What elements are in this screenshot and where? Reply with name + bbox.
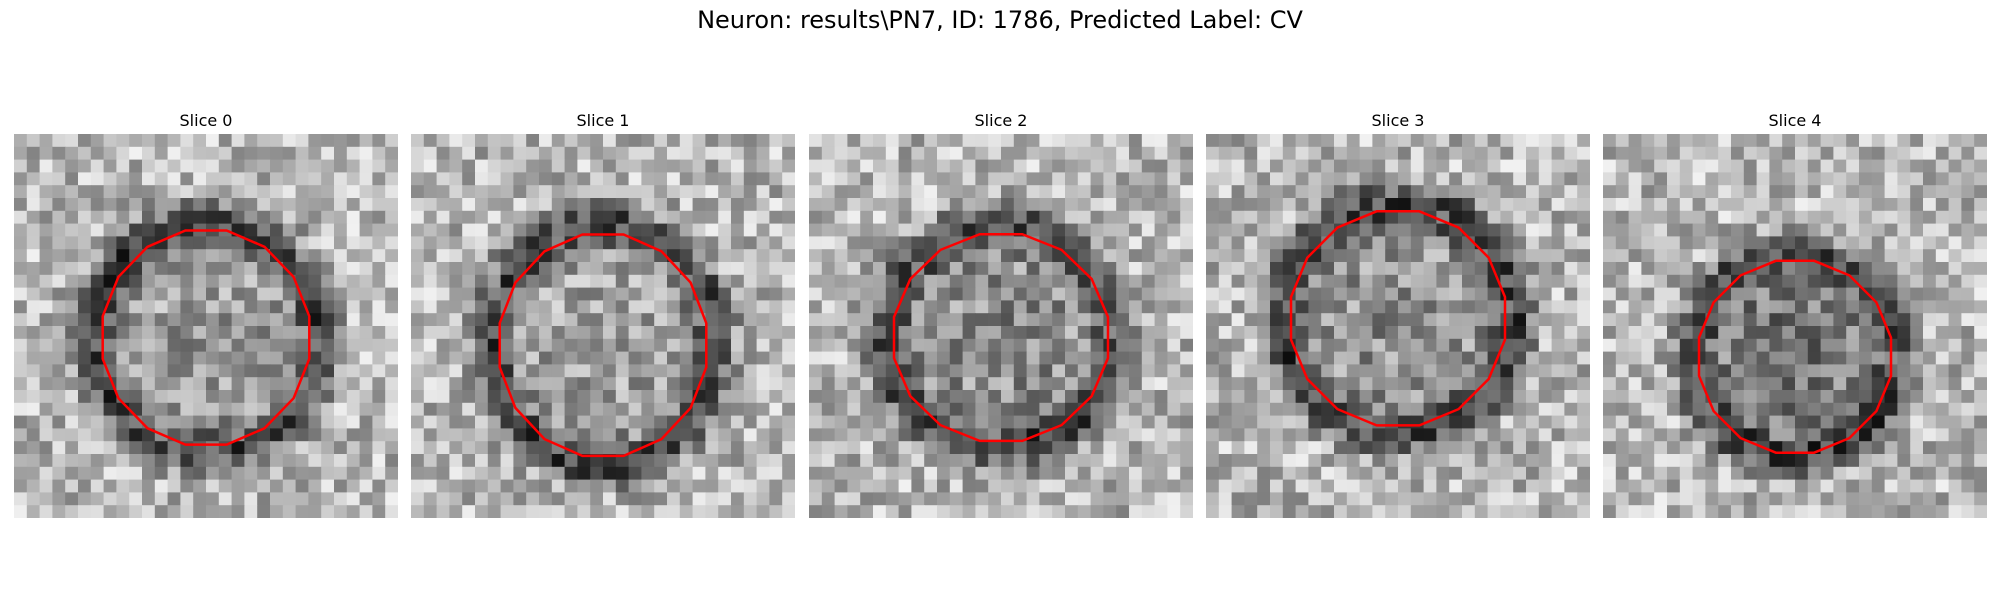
slice-image xyxy=(14,134,398,518)
segmentation-contour xyxy=(1289,210,1507,427)
slice-panel: Slice 1 xyxy=(411,110,795,518)
pixel-grid xyxy=(411,134,795,518)
slice-image xyxy=(1206,134,1590,518)
pixel-grid xyxy=(14,134,398,518)
slice-title: Slice 0 xyxy=(179,111,233,130)
slice-title: Slice 4 xyxy=(1768,111,1822,130)
segmentation-contour xyxy=(1697,259,1893,454)
segmentation-contour xyxy=(892,232,1110,443)
slice-title: Slice 2 xyxy=(974,111,1028,130)
slice-image xyxy=(809,134,1193,518)
slice-panel: Slice 3 xyxy=(1206,110,1590,518)
segmentation-contour xyxy=(498,233,708,458)
slice-image xyxy=(1603,134,1987,518)
figure-title: Neuron: results\PN7, ID: 1786, Predicted… xyxy=(697,6,1303,34)
pixel-grid xyxy=(1206,134,1590,518)
slice-image xyxy=(411,134,795,518)
pixel-grid xyxy=(1603,134,1987,518)
pixel-grid xyxy=(809,134,1193,518)
slice-panel: Slice 0 xyxy=(14,110,398,518)
slice-title: Slice 1 xyxy=(576,111,630,130)
segmentation-contour xyxy=(101,229,311,446)
slice-panel: Slice 4 xyxy=(1603,110,1987,518)
slice-panel: Slice 2 xyxy=(809,110,1193,518)
slice-title: Slice 3 xyxy=(1371,111,1425,130)
